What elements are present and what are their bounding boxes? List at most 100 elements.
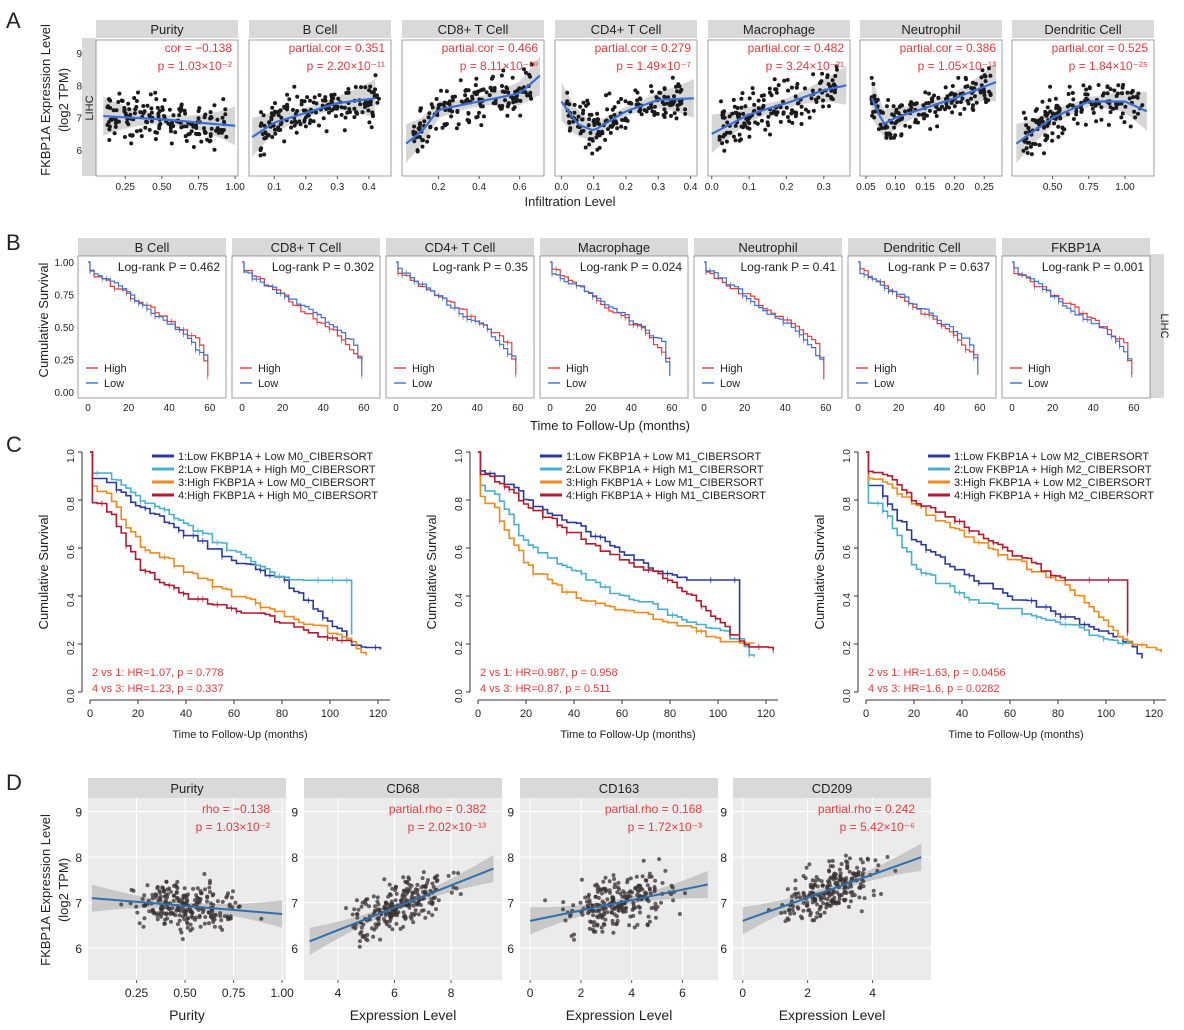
data-point [259, 110, 263, 115]
panel-c-xlabel: Time to Follow-Up (months) [948, 729, 1083, 741]
data-point [418, 903, 423, 907]
low-curve [242, 261, 363, 376]
data-point [373, 73, 378, 78]
data-point [753, 120, 758, 125]
data-point [811, 72, 816, 77]
data-point [454, 886, 459, 891]
facet-strip [860, 20, 1002, 38]
data-point [425, 139, 430, 144]
data-point [632, 925, 637, 930]
data-point [894, 119, 899, 124]
x-tick-label: 60 [228, 708, 240, 720]
data-point [886, 98, 891, 102]
data-point [203, 915, 208, 919]
data-point [740, 91, 745, 96]
x-tick-label: 40 [956, 708, 968, 720]
data-point [394, 911, 398, 916]
data-point [413, 887, 418, 892]
x-tick-label: 0.3 [651, 182, 665, 193]
data-point [339, 112, 344, 117]
data-point [587, 901, 592, 906]
panel-a-facet: Macrophage partial.cor = 0.482 p = 3.24×10… [705, 20, 851, 193]
data-point [207, 139, 212, 144]
data-point [596, 896, 601, 900]
data-point [324, 129, 329, 134]
facet-title: FKBP1A [1051, 240, 1101, 255]
x-tick-label: 0.3 [330, 182, 344, 193]
data-point [1056, 134, 1061, 139]
legend-low-label: Low [104, 378, 124, 390]
data-point [390, 927, 395, 932]
trend-line [91, 897, 283, 916]
data-point [526, 92, 531, 97]
data-point [201, 910, 205, 915]
x-tick-label: 60 [358, 403, 370, 414]
data-point [355, 111, 360, 116]
panel-d-facet: Purity rho = −0.138 p = 1.03×10⁻² 9 8 7 6 0.25 0… [75, 778, 294, 1023]
data-point [735, 106, 740, 110]
y-tick-label: 0.8 [454, 497, 465, 511]
log-rank-stat: Log-rank P = 0.35 [432, 260, 528, 274]
data-point [401, 910, 406, 915]
data-point [354, 898, 359, 903]
data-point [171, 113, 176, 118]
data-point [909, 100, 914, 105]
data-point [342, 128, 347, 133]
x-tick-label: 6 [679, 986, 686, 1000]
p-value: p = 8.11×10⁻²⁰ [460, 59, 539, 73]
data-point [109, 117, 114, 122]
data-point [739, 105, 744, 110]
data-point [768, 132, 772, 137]
panel-b-facet: CD8+ T Cell Log-rank P = 0.302 High Low 0 20 4… [231, 238, 381, 414]
data-point [821, 104, 825, 109]
legend-entry: 1:Low FKBP1A + Low M1_CIBERSORT [566, 451, 761, 463]
data-point [572, 102, 577, 107]
data-point [936, 95, 941, 100]
survival-curve [478, 451, 755, 657]
data-point [233, 900, 238, 905]
data-point [856, 871, 861, 876]
legend-low-label: Low [720, 378, 740, 390]
data-point [137, 921, 142, 926]
data-point [346, 87, 351, 91]
data-point [583, 895, 588, 900]
data-point [652, 885, 657, 889]
data-point [186, 916, 191, 921]
data-point [586, 101, 591, 106]
data-point [1074, 109, 1079, 114]
y-tick-label: 1.00 [55, 258, 75, 269]
data-point [888, 136, 893, 140]
data-point [506, 90, 511, 95]
facet-strip [304, 778, 502, 798]
data-point [194, 915, 198, 920]
panel-b-ylabel: Cumulative Survival [36, 262, 51, 377]
survival-curve [90, 451, 382, 650]
data-point [916, 120, 920, 125]
data-point [623, 125, 628, 130]
data-point [504, 85, 509, 90]
data-point [168, 124, 173, 129]
legend-entry: 4:High FKBP1A + High M2_CIBERSORT [954, 490, 1154, 502]
data-point [421, 870, 426, 875]
data-point [359, 904, 364, 909]
y-tick-label: 8 [291, 851, 298, 865]
data-point [145, 883, 150, 888]
data-point [962, 106, 967, 111]
data-point [646, 106, 651, 111]
facet-title: Dendritic Cell [1044, 22, 1121, 37]
data-point [1026, 126, 1031, 131]
data-point [847, 856, 852, 861]
legend-entry: 3:High FKBP1A + Low M0_CIBERSORT [178, 477, 376, 489]
data-point [587, 926, 592, 931]
x-tick-label: 0.75 [222, 986, 246, 1000]
data-point [335, 104, 340, 109]
data-point [167, 121, 171, 126]
correlation-stat: partial.cor = 0.279 [595, 41, 692, 55]
data-point [816, 877, 821, 882]
x-tick-label: 0.20 [945, 182, 965, 193]
data-point [824, 905, 829, 910]
data-point [365, 897, 370, 902]
data-point [229, 895, 234, 900]
facet-strip [386, 238, 534, 256]
data-point [488, 85, 493, 90]
